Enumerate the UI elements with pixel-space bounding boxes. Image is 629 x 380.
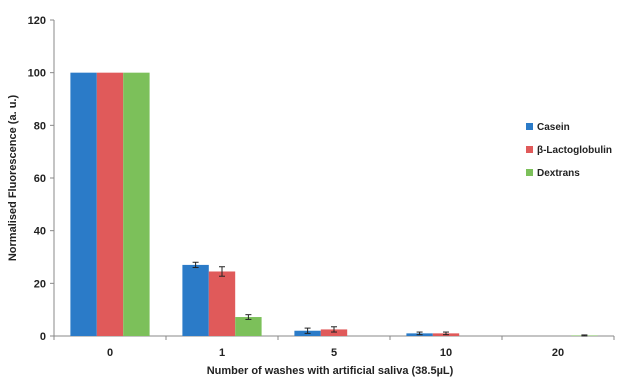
y-axis: 0 20 40 60 80 100 120 <box>28 15 55 343</box>
bars <box>70 72 598 337</box>
legend-label: Casein <box>537 122 570 133</box>
y-tick-label: 40 <box>34 226 46 238</box>
bar <box>208 271 236 336</box>
x-tick-label: 0 <box>107 347 113 359</box>
legend-label: β-Lactoglobulin <box>537 145 612 156</box>
y-tick-label: 0 <box>40 331 46 343</box>
y-tick-label: 20 <box>34 278 46 290</box>
legend-label: Dextrans <box>537 168 580 179</box>
legend: Casein β-Lactoglobulin Dextrans <box>526 122 612 179</box>
bar <box>320 329 348 336</box>
x-tick-label: 5 <box>331 347 337 359</box>
legend-swatch <box>526 146 533 153</box>
y-axis-title: Normalised Fluorescence (a. u.) <box>7 95 19 262</box>
error-bars <box>192 261 588 337</box>
y-tick-label: 100 <box>28 68 46 80</box>
legend-swatch <box>526 123 533 130</box>
bar <box>235 317 262 336</box>
bar <box>70 72 97 337</box>
legend-swatch <box>526 169 533 176</box>
x-tick-label: 10 <box>440 347 452 359</box>
bar <box>182 264 209 336</box>
x-tick-label: 20 <box>552 347 564 359</box>
bar <box>96 72 124 337</box>
y-tick-label: 120 <box>28 15 46 27</box>
x-axis-title: Number of washes with artificial saliva … <box>207 365 454 377</box>
y-tick-label: 80 <box>34 120 46 132</box>
x-axis: 0 1 5 10 20 <box>53 335 615 359</box>
bar <box>123 72 150 337</box>
y-tick-label: 60 <box>34 173 46 185</box>
x-tick-label: 1 <box>219 347 225 359</box>
